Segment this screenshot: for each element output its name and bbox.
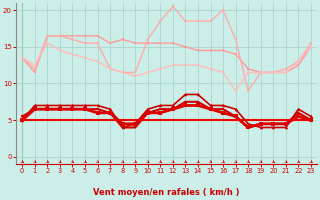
X-axis label: Vent moyen/en rafales ( km/h ): Vent moyen/en rafales ( km/h ) xyxy=(93,188,240,197)
